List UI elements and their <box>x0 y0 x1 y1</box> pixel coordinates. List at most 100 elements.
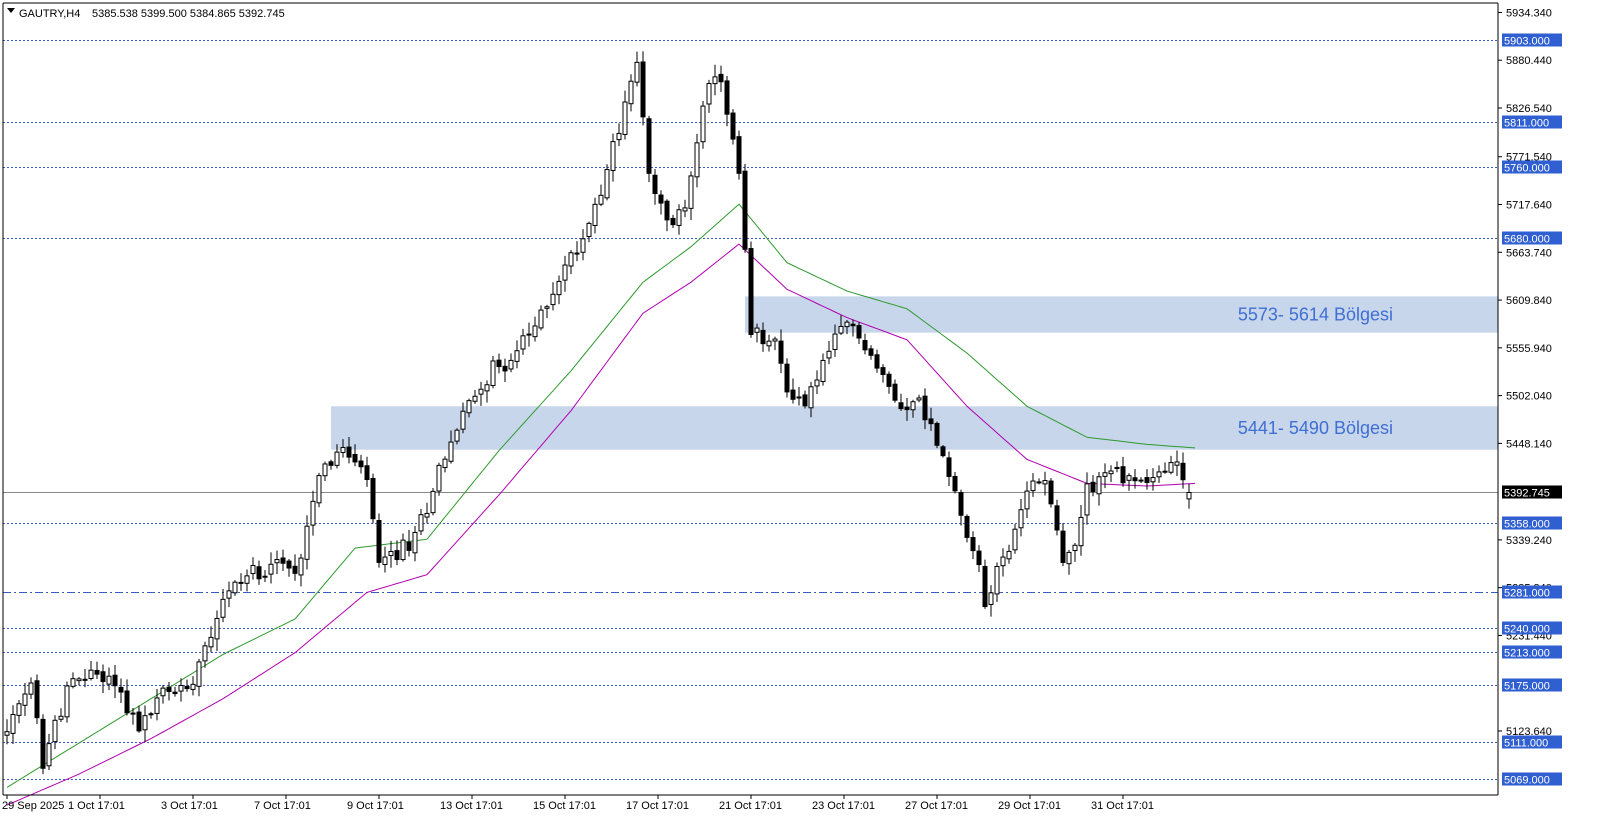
candle-body <box>904 406 910 411</box>
x-tick-label-12: 31 Oct 17:01 <box>1091 800 1154 812</box>
candle-body <box>568 252 574 267</box>
candle-body <box>724 80 730 115</box>
candle-body <box>208 636 214 648</box>
candle-body <box>970 537 976 552</box>
candle-body <box>922 395 928 421</box>
candle-body <box>784 363 790 393</box>
candle-body <box>280 557 286 564</box>
candle-body <box>4 731 10 736</box>
current-price-label-bg <box>1502 485 1562 499</box>
candle-body <box>622 101 628 135</box>
candle-body <box>298 557 304 576</box>
candle-body <box>538 309 544 329</box>
level-label-bg-10 <box>1502 772 1562 786</box>
candle-body <box>382 556 388 566</box>
zone-label-1: 5441- 5490 Bölgesi <box>1238 418 1393 438</box>
candle-body <box>394 550 400 561</box>
candle-body <box>292 565 298 574</box>
candle-body <box>898 402 904 410</box>
y-tick-label-7: 5555.940 <box>1506 343 1552 355</box>
candle-body <box>670 217 676 226</box>
level-labels-layer: 5903.000 5811.000 5760.000 5680.000 5358.000… <box>1502 33 1562 787</box>
candle-body <box>1168 462 1174 473</box>
candle-body <box>532 325 538 338</box>
candle-body <box>562 264 568 281</box>
candle-body <box>1048 480 1054 505</box>
candle-body <box>256 566 262 580</box>
zone-rect-1[interactable] <box>331 406 1498 450</box>
candle-body <box>1030 480 1036 492</box>
candle-body <box>262 575 268 578</box>
candle-body <box>28 682 34 695</box>
candle-body <box>952 475 958 492</box>
level-label-2: 5760.000 <box>1504 163 1550 175</box>
level-label-bg-8 <box>1502 678 1562 692</box>
candle-body <box>322 463 328 477</box>
dropdown-triangle-icon[interactable] <box>7 8 15 13</box>
candle-body <box>1072 544 1078 552</box>
y-tick-label-1: 5880.440 <box>1506 55 1552 67</box>
y-tick-label-6: 5609.840 <box>1506 295 1552 307</box>
level-label-7: 5213.000 <box>1504 648 1550 660</box>
candle-body <box>634 61 640 83</box>
candle-body <box>412 531 418 554</box>
candle-body <box>886 373 892 387</box>
ohlc-values: 5385.538 5399.500 5384.865 5392.745 <box>92 8 285 20</box>
candle-body <box>1066 551 1072 565</box>
candle-body <box>406 541 412 551</box>
x-tick-label-4: 9 Oct 17:01 <box>347 800 404 812</box>
level-label-bg-2 <box>1502 160 1562 174</box>
candle-body <box>448 441 454 462</box>
candle-body <box>352 453 358 463</box>
candle-body <box>694 142 700 178</box>
candle-body <box>580 238 586 253</box>
candle-body <box>106 675 112 685</box>
level-label-5: 5281.000 <box>1504 588 1550 600</box>
candle-body <box>136 711 142 732</box>
candle-body <box>838 325 844 334</box>
candle-body <box>844 321 850 328</box>
candle-body <box>364 465 370 481</box>
current-price-label: 5392.745 <box>1504 488 1550 500</box>
candle-body <box>892 383 898 401</box>
candle-body <box>730 112 736 140</box>
candle-body <box>466 400 472 414</box>
candle-body <box>1090 481 1096 493</box>
candle-body <box>874 354 880 369</box>
candle-body <box>430 490 436 514</box>
time-axis[interactable]: 29 Sep 2025 1 Oct 17:01 3 Oct 17:01 7 Oct 1… <box>2 795 1154 812</box>
candle-body <box>676 209 682 226</box>
candle-body <box>754 327 760 333</box>
candle-body <box>1108 470 1114 475</box>
candle-body <box>808 386 814 409</box>
candle-body <box>790 389 796 400</box>
candles-layer[interactable] <box>4 51 1192 775</box>
candle-body <box>820 359 826 383</box>
candle-body <box>346 446 352 458</box>
candle-body <box>658 194 664 204</box>
candle-body <box>490 360 496 387</box>
candle-body <box>1138 479 1144 482</box>
candle-body <box>460 410 466 430</box>
level-label-bg-1 <box>1502 115 1562 129</box>
candle-body <box>646 118 652 174</box>
candle-body <box>1156 471 1162 478</box>
candle-body <box>64 685 70 718</box>
candle-body <box>664 200 670 221</box>
candle-body <box>214 617 220 640</box>
candle-body <box>718 73 724 83</box>
candle-body <box>1144 477 1150 483</box>
y-tick-label-2: 5826.540 <box>1506 103 1552 115</box>
candle-body <box>1042 480 1048 485</box>
level-label-10: 5069.000 <box>1504 775 1550 787</box>
candle-body <box>118 686 124 693</box>
x-tick-label-5: 13 Oct 17:01 <box>440 800 503 812</box>
candle-body <box>196 661 202 687</box>
candle-body <box>40 718 46 769</box>
level-label-6: 5240.000 <box>1504 624 1550 636</box>
candle-body <box>1012 528 1018 551</box>
candle-body <box>1162 470 1168 473</box>
level-label-3: 5680.000 <box>1504 234 1550 246</box>
candle-body <box>358 460 364 468</box>
